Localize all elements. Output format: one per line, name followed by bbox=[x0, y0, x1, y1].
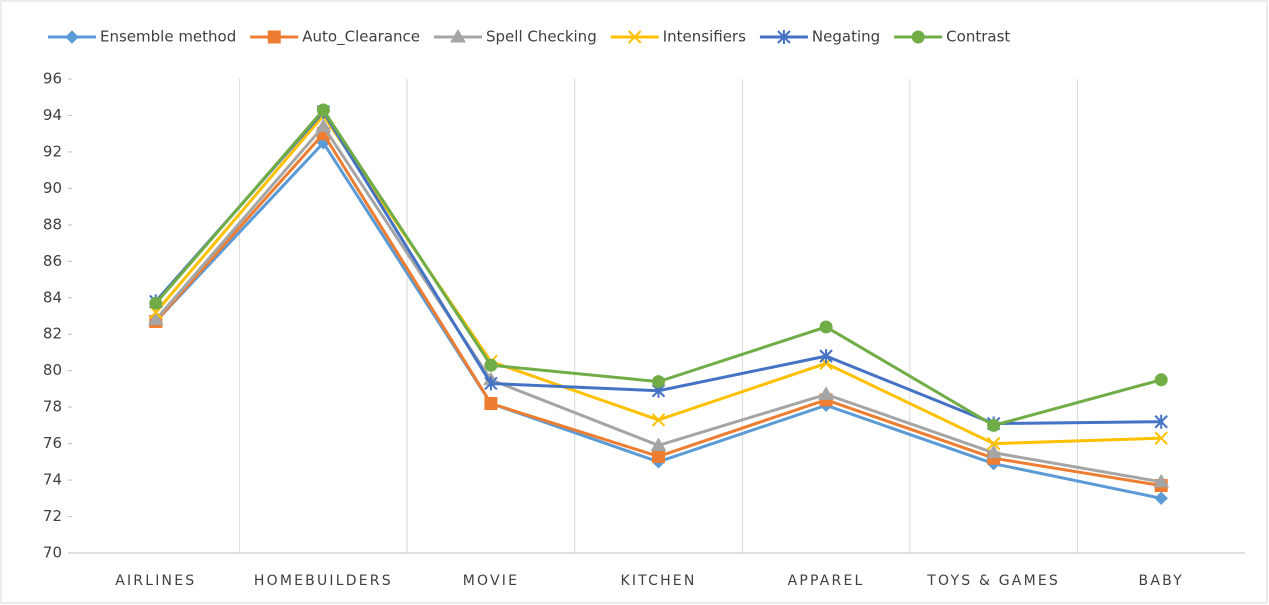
marker bbox=[1154, 373, 1168, 387]
legend-label: Intensifiers bbox=[663, 28, 746, 46]
y-tick-label: 78 bbox=[43, 398, 62, 416]
marker bbox=[911, 30, 925, 44]
marker bbox=[1153, 473, 1170, 488]
marker bbox=[65, 30, 79, 44]
marker bbox=[651, 413, 666, 427]
x-tick-label: APPAREL bbox=[788, 573, 865, 589]
y-tick-label: 82 bbox=[43, 325, 62, 343]
legend-label: Negating bbox=[812, 28, 880, 46]
x-tick-label: HOMEBUILDERS bbox=[254, 573, 393, 589]
marker bbox=[819, 349, 833, 364]
y-tick-label: 76 bbox=[43, 434, 62, 452]
legend-label: Ensemble method bbox=[100, 28, 236, 46]
marker bbox=[450, 29, 466, 43]
marker bbox=[1154, 431, 1168, 445]
x-tick-label: MOVIE bbox=[463, 573, 519, 589]
marker bbox=[652, 449, 665, 463]
y-tick-label: 80 bbox=[43, 361, 62, 379]
y-tick-label: 92 bbox=[43, 142, 62, 160]
marker bbox=[986, 436, 1001, 451]
marker bbox=[484, 376, 498, 391]
legend: Ensemble method Auto_Clearance Spell Check… bbox=[48, 28, 1010, 47]
y-tick-label: 72 bbox=[43, 507, 62, 525]
marker bbox=[628, 30, 642, 44]
marker bbox=[149, 296, 163, 310]
marker bbox=[652, 375, 665, 389]
marker bbox=[315, 118, 332, 132]
marker bbox=[316, 103, 330, 117]
y-tick-label: 94 bbox=[43, 106, 62, 124]
y-tick-label: 70 bbox=[43, 544, 62, 562]
marker bbox=[819, 320, 833, 334]
marker bbox=[650, 437, 667, 451]
y-tick-label: 86 bbox=[43, 252, 62, 270]
y-tick-label: 90 bbox=[43, 179, 62, 197]
marker bbox=[1154, 491, 1168, 506]
x-tick-label: TOYS & GAMES bbox=[926, 573, 1060, 589]
legend-label: Contrast bbox=[946, 28, 1010, 46]
y-tick-label: 96 bbox=[43, 70, 62, 88]
y-tick-label: 84 bbox=[43, 288, 62, 306]
legend-label: Auto_Clearance bbox=[302, 28, 420, 47]
marker bbox=[484, 397, 498, 411]
y-tick-label: 88 bbox=[43, 215, 62, 233]
x-tick-label: KITCHEN bbox=[620, 573, 696, 589]
marker bbox=[987, 418, 1001, 432]
legend-label: Spell Checking bbox=[486, 28, 597, 46]
marker bbox=[147, 311, 164, 326]
marker bbox=[484, 358, 498, 372]
x-tick-label: AIRLINES bbox=[115, 573, 196, 589]
marker bbox=[267, 30, 281, 44]
x-tick-label: BABY bbox=[1139, 573, 1184, 589]
marker bbox=[818, 386, 834, 400]
marker bbox=[1154, 414, 1168, 429]
marker bbox=[985, 444, 1002, 459]
y-tick-label: 74 bbox=[43, 471, 62, 489]
marker bbox=[777, 30, 791, 44]
